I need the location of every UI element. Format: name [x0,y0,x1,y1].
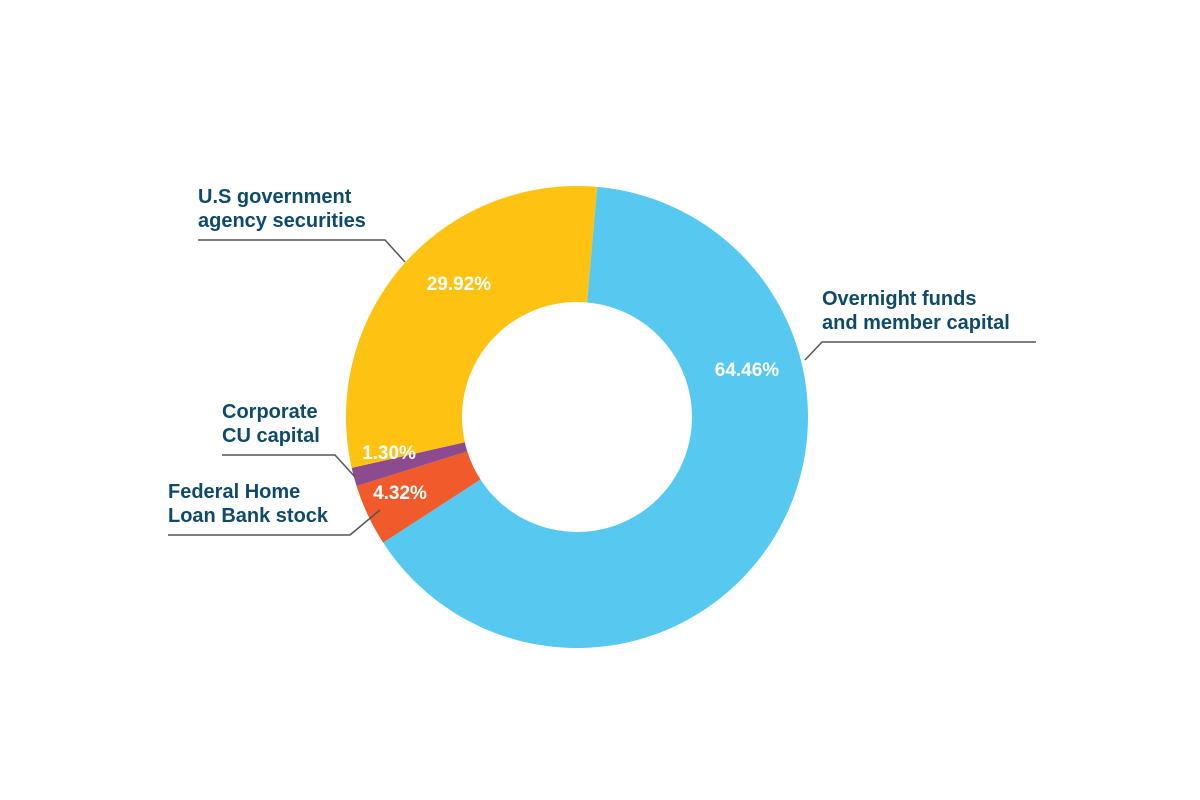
category-label: Corporate CU capital [222,401,320,447]
donut-slice [351,442,468,487]
leader-line [804,341,1036,361]
leader-line [168,509,381,536]
category-label: U.S government agency securities [198,186,366,232]
donut-slice [383,186,808,648]
value-label: 29.92% [427,274,492,295]
donut-slice [346,185,598,468]
category-label: Overnight funds and member capital [822,288,1010,334]
value-label: 64.46% [715,360,780,381]
leader-line [222,454,356,478]
leader-line [198,239,406,263]
value-label: 4.32% [373,483,427,504]
value-label: 1.30% [362,443,416,464]
donut-slice [356,451,481,543]
category-label: Federal Home Loan Bank stock [168,481,329,527]
